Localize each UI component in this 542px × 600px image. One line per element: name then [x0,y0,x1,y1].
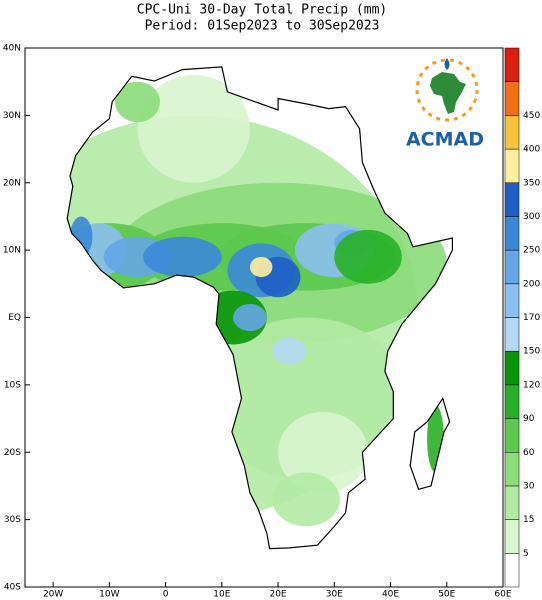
colorbar-label: 150 [523,347,540,357]
colorbar-label: 170 [523,313,540,323]
precip-blob [137,74,250,183]
subtitle: Period: 01Sep2023 to 30Sep2023 [145,19,380,34]
colorbar-label: 300 [523,212,540,222]
colorbar-label: 90 [523,414,535,424]
colorbar-swatch [504,148,520,183]
colorbar-label: 200 [523,279,540,289]
lat-label: 20S [4,448,21,458]
colorbar-label: 5 [523,549,529,559]
colorbar-swatch [504,384,520,419]
lon-label: 10E [213,590,230,600]
colorbar-label: 450 [523,111,540,121]
colorbar-swatch [504,249,520,285]
colorbar-swatch [504,81,520,116]
colorbar-swatch [504,283,520,318]
colorbar-label: 30 [523,481,535,491]
colorbar-swatch [504,418,520,453]
lon-label: 20W [43,590,63,600]
colorbar-swatch [504,182,520,217]
lon-label: 50E [438,590,455,600]
colorbar-swatch [504,317,520,352]
colorbar-swatch [504,216,520,251]
lon-label: 40E [382,590,399,600]
colorbar-label: 400 [523,145,540,155]
precip-blob [272,472,340,527]
colorbar-swatch [504,115,520,150]
precip-blob [114,81,160,123]
colorbar-label: 60 [523,448,535,458]
coastline [66,66,453,550]
colorbar-label: 15 [523,515,534,525]
precip-blob [249,256,273,278]
colorbar-swatch [504,485,520,520]
lat-label: 20N [3,178,21,188]
lat-label: 10S [4,380,21,390]
lat-label: EQ [8,313,21,323]
colorbar-label: 350 [523,178,540,188]
lat-label: 30S [4,515,21,525]
colorbar-label: 250 [523,246,540,256]
precip-blob [272,337,307,365]
logo-text: ACMAD [406,129,484,151]
coastline-path [66,66,453,550]
colorbar-swatch [504,519,520,554]
lat-label: 30N [3,111,21,121]
precip-blob [278,411,369,493]
lat-label: 40N [3,44,21,54]
lon-label: 60E [494,590,511,600]
lon-label: 0 [163,590,169,600]
colorbar-swatch [504,452,520,487]
lat-label: 40S [4,583,21,593]
colorbar-swatch [504,47,520,82]
lon-label: 10W [99,590,119,600]
precip-blob [143,236,222,278]
precip-blob [334,229,402,284]
colorbar-swatch [504,350,520,386]
title: CPC-Uni 30-Day Total Precip (mm) [137,3,387,18]
lon-label: 20E [269,590,286,600]
colorbar-swatch [504,553,520,588]
colorbar-label: 120 [523,380,540,390]
precip-blob [233,304,267,331]
lon-label: 30E [326,590,343,600]
logo: ACMAD [406,58,484,151]
lat-label: 10N [3,246,21,256]
